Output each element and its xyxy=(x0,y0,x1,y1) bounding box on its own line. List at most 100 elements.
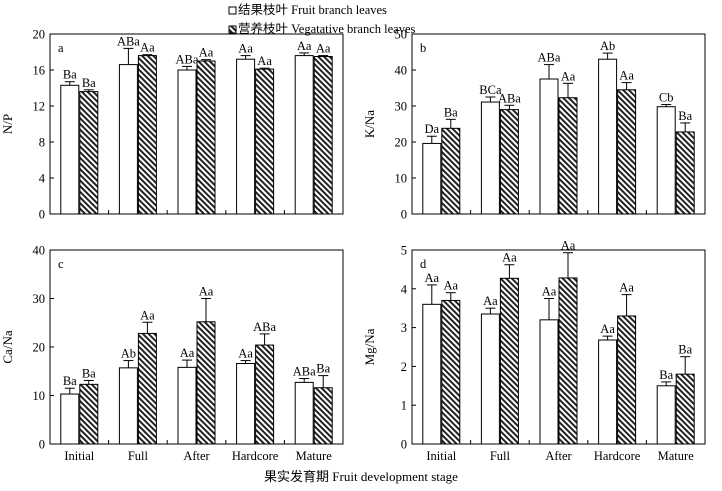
bar-veg xyxy=(196,60,216,215)
x-category-label: Hardcore xyxy=(232,449,279,463)
bar-fruit xyxy=(656,106,676,215)
y-tick-label: 30 xyxy=(395,100,408,114)
significance-label: Aa xyxy=(619,281,634,295)
significance-label: Ba xyxy=(82,366,96,380)
significance-label: Ab xyxy=(121,347,136,361)
significance-label: Aa xyxy=(199,285,214,299)
bar-fruit xyxy=(422,142,442,215)
bar-veg xyxy=(255,68,275,215)
significance-label: BCa xyxy=(479,83,502,97)
y-tick-label: 50 xyxy=(395,28,408,42)
significance-label: Aa xyxy=(180,346,195,360)
significance-label: Ba xyxy=(678,109,692,123)
bar-veg xyxy=(675,373,695,445)
significance-label: Aa xyxy=(238,42,253,56)
significance-label: Aa xyxy=(600,322,615,336)
significance-label: Ba xyxy=(444,105,458,119)
significance-label: Aa xyxy=(140,308,155,322)
bar-fruit xyxy=(480,101,500,215)
y-axis-label: Ca/Na xyxy=(0,330,15,363)
bar-fruit xyxy=(118,64,138,215)
y-tick-label: 5 xyxy=(401,244,407,258)
legend-swatch-fruit xyxy=(228,6,237,15)
y-tick-label: 20 xyxy=(33,341,46,355)
significance-label: Aa xyxy=(316,42,331,56)
x-category-label: After xyxy=(183,449,210,463)
panel-d: 0 1 2 3 4 5d Mg/Na Initial Full After Hardcore Matu… xyxy=(362,239,706,463)
significance-label: Ba xyxy=(82,76,96,90)
bar-fruit xyxy=(177,366,197,445)
bar-fruit xyxy=(539,319,559,445)
bar-veg xyxy=(137,55,157,215)
bar-veg xyxy=(499,277,519,445)
y-tick-label: 1 xyxy=(401,399,407,413)
bar-fruit xyxy=(422,303,442,445)
x-axis-title: 果实发育期 Fruit development stage xyxy=(264,469,458,484)
bar-veg xyxy=(196,321,216,445)
significance-label: Aa xyxy=(297,39,312,53)
significance-label: ABa xyxy=(176,52,199,66)
y-tick-label: 12 xyxy=(33,100,46,114)
x-category-label: Initial xyxy=(64,449,94,463)
y-tick-label: 0 xyxy=(401,208,407,222)
y-tick-label: 4 xyxy=(39,172,46,186)
bar-veg xyxy=(313,56,333,215)
significance-label: Ba xyxy=(316,362,330,376)
y-tick-label: 0 xyxy=(401,438,407,452)
significance-label: Da xyxy=(425,122,440,136)
y-tick-label: 3 xyxy=(401,321,407,335)
significance-label: Aa xyxy=(140,41,155,55)
legend-label-fruit: 结果枝叶 Fruit branch leaves xyxy=(238,2,387,17)
bar-veg xyxy=(137,332,157,445)
y-tick-label: 40 xyxy=(395,64,408,78)
y-tick-label: 10 xyxy=(33,389,46,403)
bar-veg xyxy=(675,131,695,215)
significance-label: Aa xyxy=(619,69,634,83)
y-tick-label: 2 xyxy=(401,360,407,374)
panel-c: 0 10 20 30 40 c Ca/Na Initial Full After Hardcore M… xyxy=(0,244,344,463)
significance-label: ABa xyxy=(498,91,521,105)
significance-label: Ba xyxy=(63,374,77,388)
significance-label: Aa xyxy=(502,251,517,265)
bar-fruit xyxy=(294,55,314,215)
significance-label: ABa xyxy=(538,51,561,65)
bar-veg xyxy=(79,383,99,445)
bar-veg xyxy=(558,97,578,215)
y-tick-label: 20 xyxy=(33,28,46,42)
x-category-label: Full xyxy=(490,449,511,463)
bar-veg xyxy=(79,91,99,215)
bar-fruit xyxy=(118,367,138,445)
bar-fruit xyxy=(177,69,197,215)
bar-fruit xyxy=(236,362,256,445)
bar-fruit xyxy=(60,84,80,215)
y-tick-label: 8 xyxy=(39,136,45,150)
bar-fruit xyxy=(598,58,618,215)
bar-veg xyxy=(441,127,461,215)
significance-label: Ab xyxy=(600,39,615,53)
bar-fruit xyxy=(60,393,80,445)
significance-label: Ba xyxy=(678,343,692,357)
significance-label: Ba xyxy=(659,368,673,382)
bar-fruit xyxy=(294,381,314,445)
y-tick-label: 40 xyxy=(33,244,46,258)
y-axis-label: K/Na xyxy=(362,110,377,138)
significance-label: Aa xyxy=(199,46,214,60)
x-category-label: Mature xyxy=(658,449,695,463)
bar-fruit xyxy=(236,58,256,215)
y-tick-label: 10 xyxy=(395,172,408,186)
significance-label: Aa xyxy=(483,294,498,308)
y-tick-label: 20 xyxy=(395,136,408,150)
significance-label: Aa xyxy=(238,347,253,361)
bar-fruit xyxy=(598,339,618,445)
significance-label: Ba xyxy=(63,68,77,82)
y-axis-label: Mg/Na xyxy=(362,328,377,365)
bar-veg xyxy=(499,109,519,215)
significance-label: ABa xyxy=(253,320,276,334)
bar-fruit xyxy=(480,313,500,445)
significance-label: Cb xyxy=(659,91,674,105)
bar-veg xyxy=(558,277,578,445)
x-category-label: Mature xyxy=(296,449,333,463)
